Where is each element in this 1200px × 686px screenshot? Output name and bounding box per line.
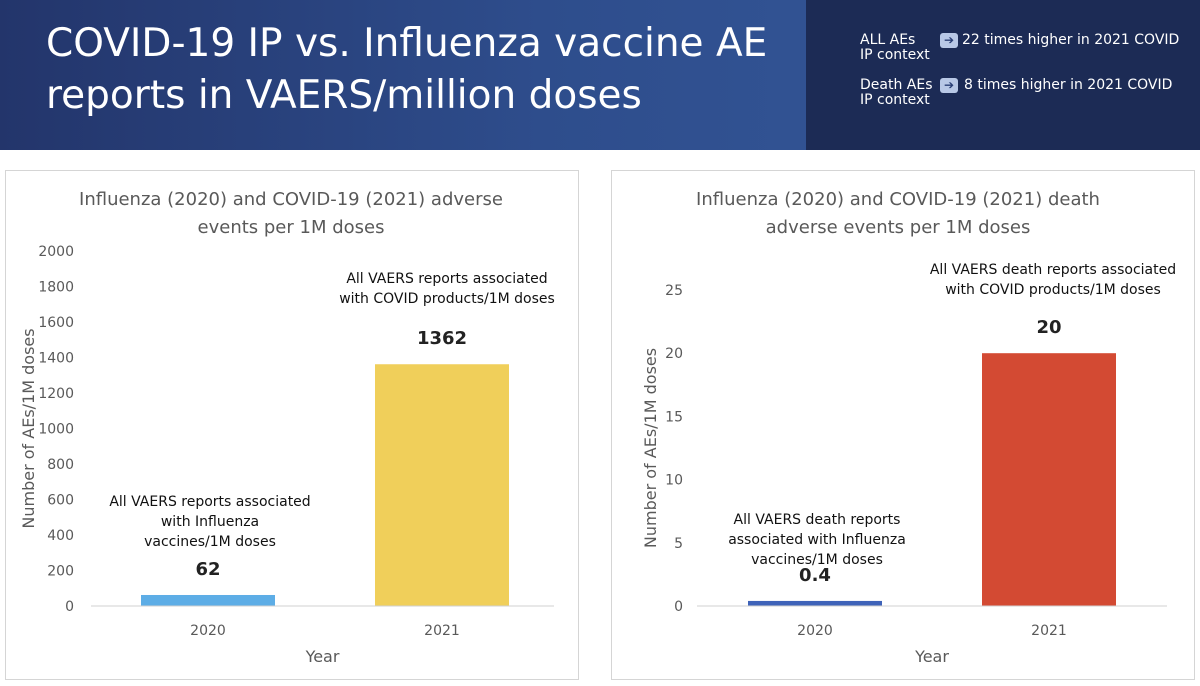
x-tick-label: 2021 <box>1031 623 1067 639</box>
annotation-line: All VAERS death reports associated <box>930 262 1176 278</box>
y-tick-label: 200 <box>47 564 74 580</box>
y-axis-label: Number of AEs/1M doses <box>641 348 660 548</box>
y-tick-label: 1600 <box>38 315 74 331</box>
y-tick-label: 1200 <box>38 386 74 402</box>
chart-panel-death-aes: Influenza (2020) and COVID-19 (2021) dea… <box>611 170 1195 680</box>
data-label: 62 <box>195 559 220 580</box>
x-tick-label: 2020 <box>190 623 226 639</box>
annotation-line: with Influenza <box>161 514 259 530</box>
x-tick-label: 2021 <box>424 623 460 639</box>
bar <box>375 364 509 606</box>
y-tick-label: 15 <box>665 409 683 425</box>
x-axis-label: Year <box>305 647 340 666</box>
page-title-line-2: reports in VAERS/million doses <box>46 73 642 118</box>
chart-all-aes: Influenza (2020) and COVID-19 (2021) adv… <box>19 189 555 666</box>
y-tick-label: 2000 <box>38 244 74 260</box>
data-label: 1362 <box>417 328 467 349</box>
bar <box>141 594 275 606</box>
note-text: 8 times higher in 2021 COVID <box>964 77 1173 93</box>
annotation-line: All VAERS reports associated <box>346 271 547 287</box>
arrow-right-icon: ➔ <box>940 33 958 48</box>
data-label: 0.4 <box>799 565 831 586</box>
x-tick-label: 2020 <box>797 623 833 639</box>
annotation-line: with COVID products/1M doses <box>339 291 555 307</box>
annotation-line: vaccines/1M doses <box>144 534 276 550</box>
x-axis-label: Year <box>914 647 949 666</box>
chart-death-aes: Influenza (2020) and COVID-19 (2021) dea… <box>641 189 1176 666</box>
chart-panel-all-aes: Influenza (2020) and COVID-19 (2021) adv… <box>5 170 579 680</box>
y-tick-label: 1800 <box>38 280 74 296</box>
page-title: COVID-19 IP vs. Influenza vaccine AE rep… <box>46 18 806 122</box>
bar <box>982 353 1116 606</box>
bar <box>748 600 882 606</box>
y-tick-label: 1400 <box>38 351 74 367</box>
y-tick-label: 20 <box>665 346 683 362</box>
chart-title-line: Influenza (2020) and COVID-19 (2021) adv… <box>79 189 503 210</box>
note-label-line-1: ALL AEs <box>860 32 916 48</box>
note-label-line-2: IP context <box>860 47 930 63</box>
note-text: 22 times higher in 2021 COVID <box>962 32 1180 48</box>
arrow-right-icon: ➔ <box>940 78 958 93</box>
y-tick-label: 0 <box>674 599 683 615</box>
data-label: 20 <box>1036 317 1061 338</box>
annotation-line: All VAERS reports associated <box>109 494 310 510</box>
annotation-line: with COVID products/1M doses <box>945 282 1161 298</box>
y-tick-label: 5 <box>674 536 683 552</box>
y-tick-label: 25 <box>665 283 683 299</box>
y-tick-label: 400 <box>47 528 74 544</box>
note-label-line-2: IP context <box>860 92 930 108</box>
chart-title-line: adverse events per 1M doses <box>766 217 1031 238</box>
y-axis-label: Number of AEs/1M doses <box>19 328 38 528</box>
y-tick-label: 0 <box>65 599 74 615</box>
note-label-line-1: Death AEs <box>860 77 933 93</box>
note-label: Death AEs IP context <box>860 78 940 108</box>
y-tick-label: 800 <box>47 457 74 473</box>
page-title-line-1: COVID-19 IP vs. Influenza vaccine AE <box>46 21 768 66</box>
annotation-line: vaccines/1M doses <box>751 552 883 568</box>
summary-box <box>806 0 1200 150</box>
note-label: ALL AEs IP context <box>860 33 940 63</box>
y-tick-label: 1000 <box>38 422 74 438</box>
annotation-line: associated with Influenza <box>728 532 906 548</box>
y-tick-label: 10 <box>665 473 683 489</box>
annotation-line: All VAERS death reports <box>734 512 901 528</box>
chart-title-line: Influenza (2020) and COVID-19 (2021) dea… <box>696 189 1100 210</box>
y-tick-label: 600 <box>47 493 74 509</box>
chart-title-line: events per 1M doses <box>198 217 385 238</box>
